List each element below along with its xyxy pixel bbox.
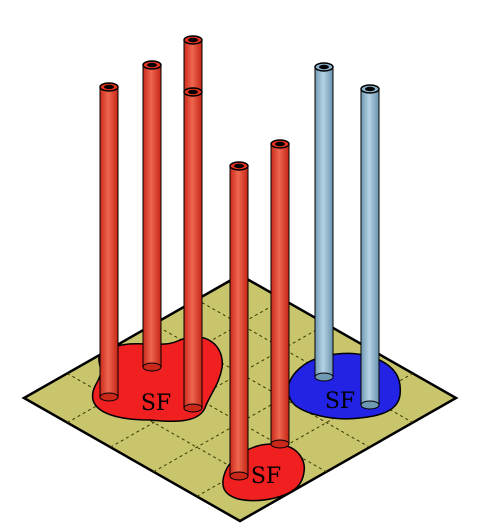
region-label-red-bottom: SF: [251, 464, 281, 489]
tube-7: [314, 62, 334, 382]
tube-2: [142, 60, 162, 372]
tube-8: [360, 84, 380, 410]
region-label-blue-right: SF: [325, 389, 355, 414]
tube-5: [229, 161, 249, 481]
tube-1: [99, 82, 119, 402]
tube-6: [270, 139, 290, 449]
region-label-red-left: SF: [141, 391, 171, 416]
tube-4: [183, 87, 203, 413]
